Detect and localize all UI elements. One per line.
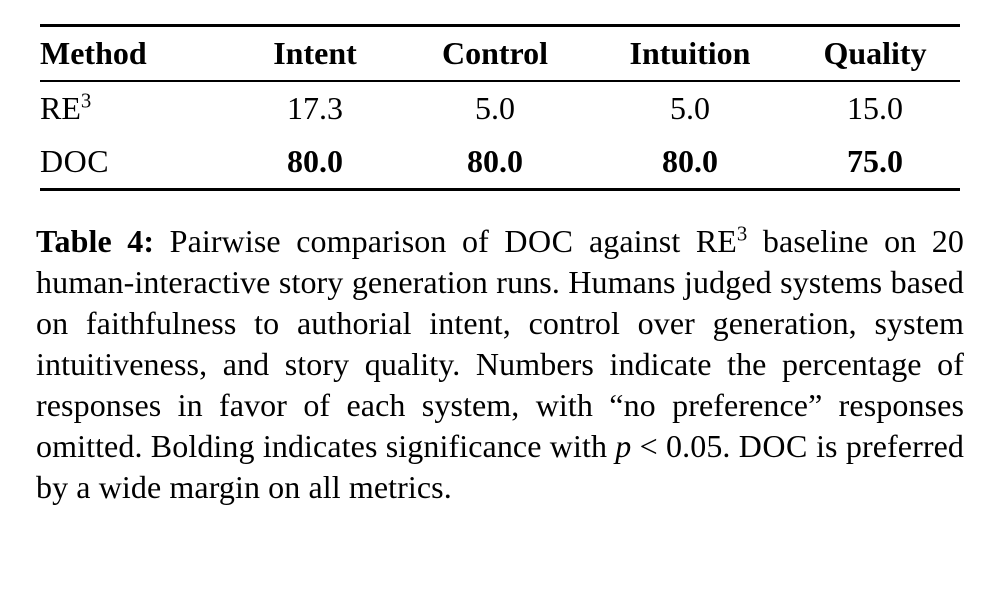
value-cell: 80.0	[230, 135, 400, 190]
method-cell: DOC	[40, 135, 230, 190]
col-header-intuition: Intuition	[590, 26, 790, 82]
value-cell: 5.0	[400, 81, 590, 135]
col-header-intent: Intent	[230, 26, 400, 82]
figure-container: Method Intent Control Intuition Quality …	[0, 0, 1000, 616]
table-row: RE317.35.05.015.0	[40, 81, 960, 135]
col-header-control: Control	[400, 26, 590, 82]
value-cell: 75.0	[790, 135, 960, 190]
method-cell: RE3	[40, 81, 230, 135]
value-cell: 80.0	[400, 135, 590, 190]
table-caption: Table 4: Pairwise comparison of DOC agai…	[36, 221, 964, 508]
caption-label: Table 4:	[36, 223, 154, 259]
table-body: RE317.35.05.015.0DOC80.080.080.075.0	[40, 81, 960, 190]
col-header-quality: Quality	[790, 26, 960, 82]
table-header-row: Method Intent Control Intuition Quality	[40, 26, 960, 82]
caption-body: Pairwise comparison of DOC against RE3 b…	[36, 223, 964, 505]
value-cell: 80.0	[590, 135, 790, 190]
value-cell: 17.3	[230, 81, 400, 135]
col-header-method: Method	[40, 26, 230, 82]
value-cell: 15.0	[790, 81, 960, 135]
comparison-table: Method Intent Control Intuition Quality …	[40, 24, 960, 191]
table-row: DOC80.080.080.075.0	[40, 135, 960, 190]
value-cell: 5.0	[590, 81, 790, 135]
